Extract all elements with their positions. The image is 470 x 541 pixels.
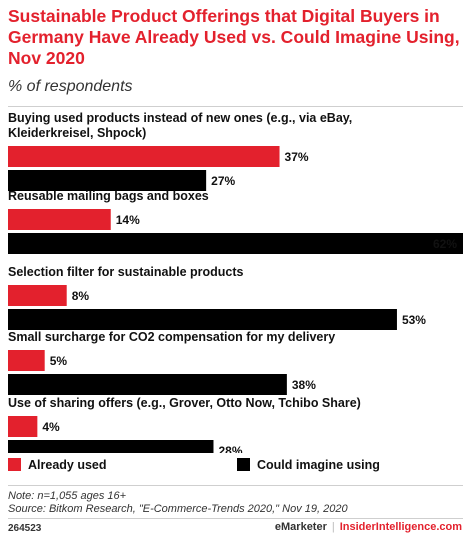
bar-already-used [8,285,67,306]
category-label: Reusable mailing bags and boxes [8,189,209,203]
category-label: Small surcharge for CO2 compensation for… [8,330,335,344]
legend-label: Could imagine using [257,458,380,472]
chart-title: Sustainable Product Offerings that Digit… [8,6,460,68]
chart-subtitle: % of respondents [8,78,133,95]
source-text: Source: Bitkom Research, "E-Commerce-Tre… [8,503,348,515]
legend-swatch-red [8,458,21,471]
legend-item-could-imagine: Could imagine using [237,458,380,472]
bar-already-used [8,209,111,230]
bar-could-imagine [8,233,463,254]
brand: eMarketer | InsiderIntelligence.com [275,521,462,533]
bar-already-used [8,146,280,167]
data-label: 5% [50,354,68,368]
data-label: 53% [402,313,426,327]
brand-separator: | [331,521,335,533]
legend-swatch-black [237,458,250,471]
chart-id: 264523 [8,523,42,534]
notes: Note: n=1,055 ages 16+ Source: Bitkom Re… [8,490,348,516]
data-label: 38% [292,378,316,392]
footer-divider [8,518,463,519]
data-label: 37% [285,150,309,164]
bar-already-used [8,416,38,437]
bar-could-imagine [8,440,214,453]
note-text: Note: n=1,055 ages 16+ [8,490,127,502]
bar-already-used [8,350,45,371]
category-label: Kleiderkreisel, Shpock) [8,126,146,140]
data-label: 62% [433,237,457,251]
bar-could-imagine [8,170,207,191]
data-label: 27% [211,174,235,188]
legend-label: Already used [28,458,107,472]
data-label: 14% [116,213,140,227]
category-label: Selection filter for sustainable product… [8,265,244,279]
category-label: Buying used products instead of new ones… [8,111,352,125]
brand-insider-intelligence: InsiderIntelligence.com [339,521,462,533]
bar-chart: Buying used products instead of new ones… [8,111,463,453]
bar-could-imagine [8,374,287,395]
data-label: 4% [42,420,60,434]
brand-emarketer: eMarketer [274,521,327,533]
legend-item-already-used: Already used [8,458,107,472]
category-label: Use of sharing offers (e.g., Grover, Ott… [8,396,361,410]
data-label: 8% [72,289,90,303]
bar-could-imagine [8,309,397,330]
data-label: 28% [218,444,242,453]
top-divider [8,106,463,107]
notes-divider [8,485,463,486]
